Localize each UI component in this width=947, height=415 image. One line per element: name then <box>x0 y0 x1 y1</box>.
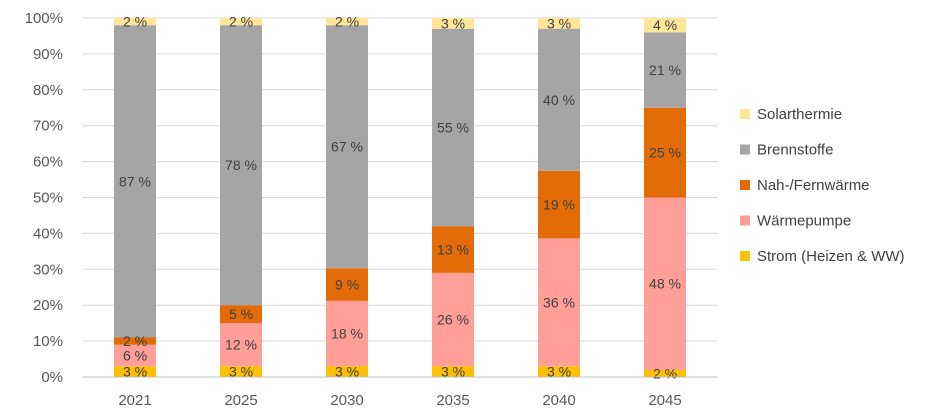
data-label: 3 % <box>229 364 253 380</box>
data-label: 48 % <box>649 276 681 292</box>
legend-label: Wärmepumpe <box>757 213 851 230</box>
bar-segment <box>538 238 580 367</box>
bar-segment <box>644 18 686 33</box>
data-label: 2 % <box>653 365 677 381</box>
data-label: 3 % <box>547 15 571 31</box>
y-tick-label: 60% <box>33 154 63 171</box>
bar-segment <box>114 337 156 345</box>
bar-segment <box>326 18 368 26</box>
x-tick-label: 2035 <box>436 392 469 409</box>
bar-segment <box>326 25 368 269</box>
bar-segment <box>538 28 580 171</box>
bar-segment <box>432 366 474 377</box>
legend-swatch <box>740 251 750 261</box>
data-label: 3 % <box>335 364 359 380</box>
bar-segment <box>114 366 156 377</box>
data-label: 2 % <box>335 14 359 30</box>
bar-segment <box>538 366 580 377</box>
bar-segment <box>644 197 686 370</box>
bar-segment <box>220 305 262 324</box>
bar-segment <box>432 272 474 367</box>
y-tick-label: 30% <box>33 261 63 278</box>
data-label: 3 % <box>441 15 465 31</box>
bar-segment <box>538 170 580 239</box>
bar-segment <box>114 18 156 26</box>
y-tick-label: 70% <box>33 118 63 135</box>
x-tick-label: 2021 <box>118 392 151 409</box>
bar-segment <box>220 323 262 367</box>
y-tick-label: 40% <box>33 225 63 242</box>
data-label: 78 % <box>225 157 257 173</box>
data-label: 2 % <box>229 14 253 30</box>
x-axis: 2021 2025 2030 2035 2040 2045 <box>82 376 718 409</box>
legend-label: Nah-/Fernwärme <box>757 177 870 194</box>
bar-segment <box>644 107 686 198</box>
x-tick-label: 2040 <box>542 392 575 409</box>
legend-label: Solarthermie <box>757 106 842 123</box>
bar-segment <box>644 32 686 108</box>
data-label: 18 % <box>331 325 363 341</box>
data-label: 5 % <box>229 306 253 322</box>
y-tick-label: 20% <box>33 297 63 314</box>
legend-swatch <box>740 144 750 155</box>
legend-swatch <box>740 215 750 226</box>
y-tick-label: 10% <box>33 333 63 350</box>
bars <box>114 18 686 377</box>
y-axis: 0% 10% 20% 30% 40% 50% 60% 70% 80% 90% 100% <box>25 10 63 386</box>
data-label: 2 % <box>123 14 147 30</box>
y-tick-label: 90% <box>33 46 63 63</box>
legend-label: Strom (Heizen & WW) <box>757 248 905 265</box>
y-tick-label: 50% <box>33 190 63 207</box>
data-label: 67 % <box>331 139 363 155</box>
data-label: 3 % <box>547 364 571 380</box>
data-label: 3 % <box>441 364 465 380</box>
bar-segment <box>432 226 474 273</box>
data-label: 25 % <box>649 145 681 161</box>
data-label: 6 % <box>123 347 147 363</box>
data-label: 2 % <box>123 333 147 349</box>
bar-segment <box>220 18 262 26</box>
legend-swatch <box>740 109 750 119</box>
data-labels: 3 %6 %2 %87 %2 %3 %12 %5 %78 %2 %3 %18 %… <box>119 14 681 382</box>
data-label: 26 % <box>437 312 469 328</box>
data-label: 12 % <box>225 337 257 353</box>
bar-segment <box>432 18 474 29</box>
data-label: 9 % <box>335 277 359 293</box>
bar-segment <box>644 369 686 377</box>
bar-segment <box>220 25 262 306</box>
data-label: 21 % <box>649 62 681 78</box>
data-label: 19 % <box>543 197 575 213</box>
x-tick-label: 2045 <box>648 392 681 409</box>
gridlines <box>82 17 718 378</box>
data-label: 55 % <box>437 119 469 135</box>
y-tick-label: 0% <box>41 369 63 386</box>
bar-segment <box>432 28 474 227</box>
y-tick-label: 100% <box>25 10 63 27</box>
x-tick-label: 2030 <box>330 392 363 409</box>
legend: Solarthermie Brennstoffe Nah-/Fernwärme Wär… <box>740 106 905 265</box>
legend-label: Brennstoffe <box>757 142 833 159</box>
data-label: 40 % <box>543 92 575 108</box>
y-tick-label: 80% <box>33 82 63 99</box>
bar-segment <box>114 344 156 367</box>
x-tick-label: 2025 <box>224 392 257 409</box>
bar-segment <box>326 300 368 367</box>
bar-segment <box>220 366 262 377</box>
bar-segment <box>326 366 368 377</box>
bar-segment <box>114 25 156 338</box>
bar-segment <box>538 18 580 29</box>
bar-segment <box>326 268 368 301</box>
legend-swatch <box>740 180 750 190</box>
data-label: 36 % <box>543 294 575 310</box>
data-label: 4 % <box>653 17 677 33</box>
data-label: 13 % <box>437 242 469 258</box>
data-label: 87 % <box>119 173 151 189</box>
data-label: 3 % <box>123 364 147 380</box>
